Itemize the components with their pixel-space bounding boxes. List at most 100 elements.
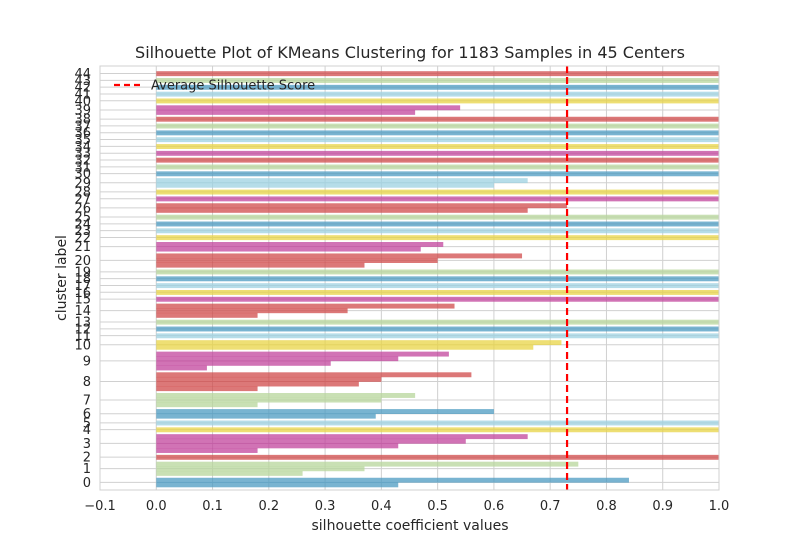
silhouette-bar [156, 438, 466, 444]
y-axis-label: cluster label [54, 235, 70, 321]
silhouette-bar [156, 214, 720, 220]
silhouette-bar [156, 130, 720, 136]
silhouette-bar [156, 409, 494, 414]
cluster-tick-label: 21 [74, 240, 91, 255]
silhouette-bar [156, 235, 720, 241]
silhouette-bar [156, 196, 720, 202]
silhouette-bar [156, 461, 579, 467]
x-tick-label: 0.6 [484, 499, 505, 514]
silhouette-bar [156, 178, 528, 184]
silhouette-bar [156, 351, 449, 357]
cluster-tick-label: 18 [74, 272, 91, 287]
silhouette-bar [156, 207, 528, 213]
silhouette-bar [156, 171, 720, 177]
cluster-tick-label: 14 [74, 304, 91, 319]
silhouette-bar [156, 182, 494, 188]
cluster-tick-label: 7 [83, 393, 91, 408]
silhouette-bar [156, 203, 568, 209]
cluster-tick-label: 6 [83, 407, 91, 422]
silhouette-bar [156, 340, 562, 346]
cluster-tick-label: 29 [74, 176, 91, 191]
silhouette-bar [156, 296, 720, 302]
cluster-tick-label: 16 [74, 286, 91, 301]
silhouette-bar [156, 448, 258, 453]
silhouette-bar [156, 164, 720, 170]
cluster-tick-label: 3 [83, 437, 91, 452]
silhouette-bar [156, 189, 720, 195]
x-tick-label: 0.9 [652, 499, 673, 514]
cluster-tick-labels: 0123456789101112131415161718192021222324… [74, 67, 91, 491]
x-tick-label: 0.1 [202, 499, 223, 514]
silhouette-bar [156, 228, 720, 234]
cluster-tick-label: 39 [74, 103, 91, 118]
silhouette-bar [156, 289, 720, 295]
silhouette-bar [156, 105, 461, 111]
silhouette-bar [156, 262, 365, 268]
cluster-tick-label: 28 [74, 185, 91, 200]
silhouette-bar [156, 333, 720, 339]
cluster-tick-label: 1 [83, 462, 91, 477]
silhouette-bar [156, 344, 534, 350]
cluster-tick-label: 38 [74, 113, 91, 128]
silhouette-bar [156, 258, 438, 263]
cluster-tick-label: 36 [74, 126, 91, 141]
silhouette-bar [156, 269, 720, 275]
silhouette-bar [156, 376, 382, 382]
cluster-tick-label: 35 [74, 133, 91, 148]
cluster-tick-label: 2 [83, 451, 91, 466]
x-tick-label: 0.3 [315, 499, 336, 514]
silhouette-bars [156, 71, 720, 488]
legend-label: Average Silhouette Score [151, 79, 315, 94]
silhouette-bar [156, 303, 455, 309]
cluster-tick-label: 19 [74, 265, 91, 280]
silhouette-bar [156, 98, 720, 104]
silhouette-bar [156, 91, 720, 97]
silhouette-bar [156, 116, 720, 122]
cluster-tick-label: 26 [74, 201, 91, 216]
silhouette-bar [156, 308, 348, 314]
cluster-tick-label: 42 [74, 81, 91, 96]
plot-border [99, 65, 720, 491]
silhouette-bar [156, 150, 720, 156]
legend: Average Silhouette Score [114, 79, 315, 94]
x-axis-label: silhouette coefficient values [312, 518, 509, 534]
cluster-tick-label: 20 [74, 254, 91, 269]
cluster-tick-label: 27 [74, 192, 91, 207]
silhouette-bar [156, 381, 359, 387]
x-tick-label: 0.8 [596, 499, 617, 514]
silhouette-bar [156, 319, 720, 325]
cluster-tick-label: 4 [83, 423, 91, 438]
silhouette-bar [156, 372, 472, 378]
silhouette-bar [156, 434, 528, 440]
silhouette-bar [156, 221, 720, 227]
cluster-tick-label: 8 [83, 375, 91, 390]
x-tick-label: −0.1 [84, 499, 116, 514]
silhouette-bar [156, 84, 720, 90]
x-tick-label: 0.5 [427, 499, 448, 514]
silhouette-bar [156, 109, 416, 115]
cluster-tick-label: 11 [74, 329, 91, 344]
silhouette-bar [156, 246, 421, 252]
cluster-tick-label: 17 [74, 279, 91, 294]
x-tick-label: 0.0 [146, 499, 167, 514]
cluster-tick-label: 30 [74, 167, 91, 182]
silhouette-bar [156, 157, 720, 163]
average-line-layer [99, 65, 720, 491]
cluster-tick-label: 10 [74, 338, 91, 353]
silhouette-bar [156, 276, 720, 282]
cluster-tick-label: 40 [74, 94, 91, 109]
cluster-tick-label: 31 [74, 160, 91, 175]
x-tick-label: 0.4 [371, 499, 392, 514]
silhouette-bar [156, 360, 331, 366]
silhouette-bar [156, 137, 720, 143]
cluster-tick-label: 9 [83, 354, 91, 369]
silhouette-bar [156, 144, 720, 149]
cluster-tick-label: 34 [74, 140, 91, 155]
cluster-tick-label: 13 [74, 316, 91, 331]
silhouette-bar [156, 386, 258, 392]
silhouette-bar [156, 482, 399, 488]
cluster-tick-label: 41 [74, 87, 91, 102]
silhouette-bar [156, 365, 207, 371]
cluster-tick-label: 22 [74, 231, 91, 246]
cluster-tick-label: 0 [83, 476, 91, 491]
